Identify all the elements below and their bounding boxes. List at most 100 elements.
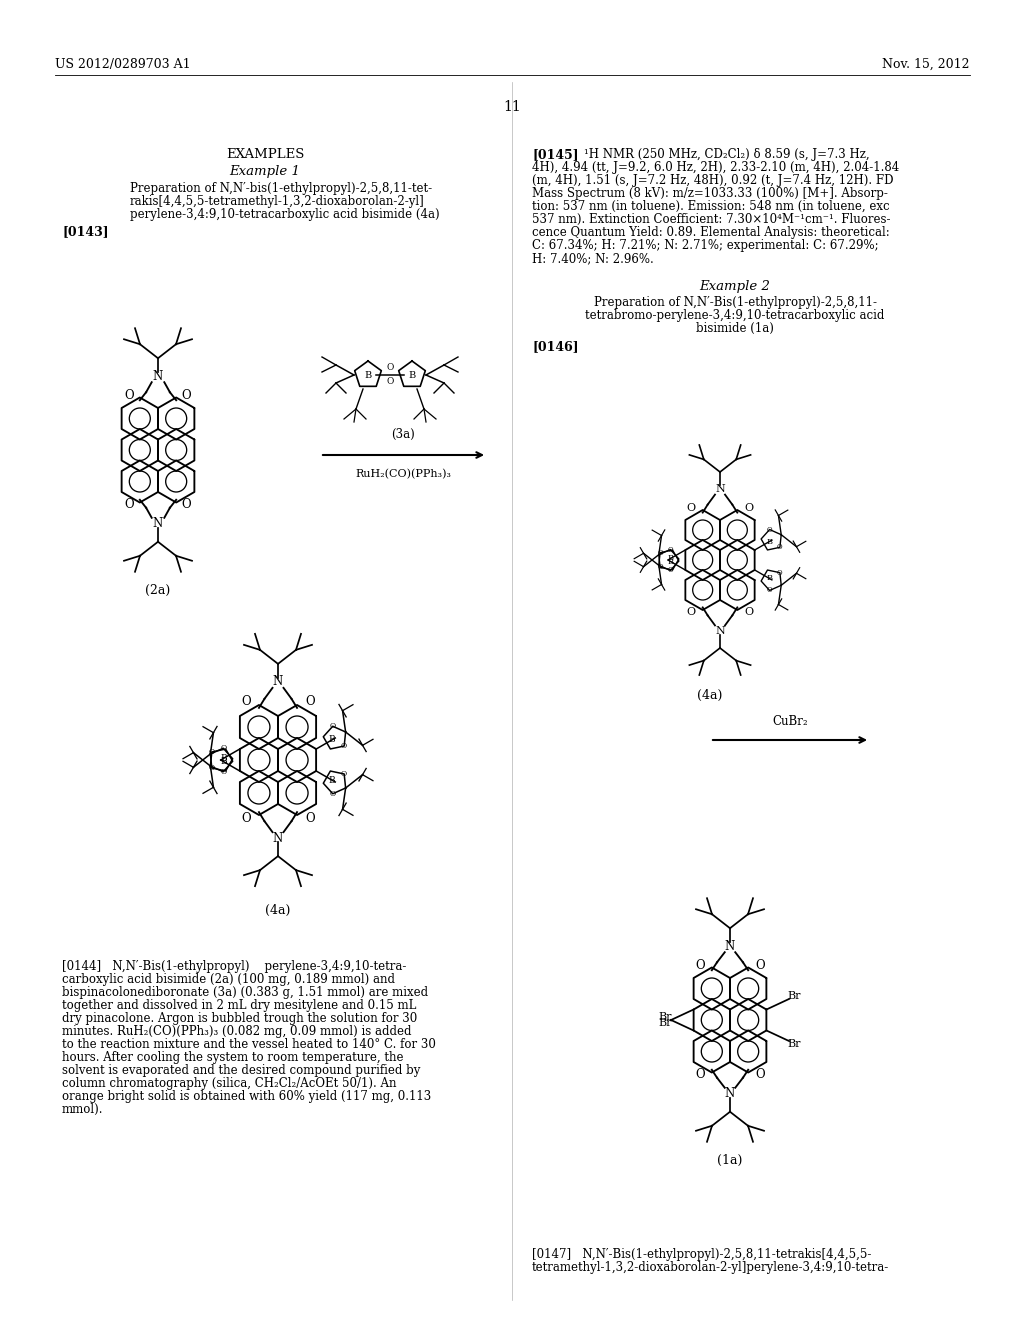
Text: 4H), 4.94 (tt, J=9.2, 6.0 Hz, 2H), 2.33-2.10 (m, 4H), 2.04-1.84: 4H), 4.94 (tt, J=9.2, 6.0 Hz, 2H), 2.33-… bbox=[532, 161, 899, 174]
Text: to the reaction mixture and the vessel heated to 140° C. for 30: to the reaction mixture and the vessel h… bbox=[62, 1038, 436, 1051]
Text: bispinacolonediboronate (3a) (0.383 g, 1.51 mmol) are mixed: bispinacolonediboronate (3a) (0.383 g, 1… bbox=[62, 986, 428, 999]
Text: N: N bbox=[725, 940, 735, 953]
Text: N: N bbox=[725, 1088, 735, 1101]
Text: B: B bbox=[409, 371, 416, 380]
Text: Preparation of N,N′-bis(1-ethylpropyl)-2,5,8,11-tet-: Preparation of N,N′-bis(1-ethylpropyl)-2… bbox=[130, 182, 432, 195]
Text: (3a): (3a) bbox=[391, 428, 415, 441]
Text: Nov. 15, 2012: Nov. 15, 2012 bbox=[883, 58, 970, 71]
Text: O: O bbox=[241, 812, 251, 825]
Text: [0145]: [0145] bbox=[532, 148, 579, 161]
Text: O: O bbox=[695, 1068, 706, 1081]
Text: H: 7.40%; N: 2.96%.: H: 7.40%; N: 2.96%. bbox=[532, 252, 653, 265]
Text: tetrabromo-perylene-3,4:9,10-tetracarboxylic acid: tetrabromo-perylene-3,4:9,10-tetracarbox… bbox=[586, 309, 885, 322]
Text: (m, 4H), 1.51 (s, J=7.2 Hz, 48H), 0.92 (t, J=7.4 Hz, 12H). FD: (m, 4H), 1.51 (s, J=7.2 Hz, 48H), 0.92 (… bbox=[532, 174, 894, 187]
Text: O: O bbox=[777, 544, 782, 552]
Text: O: O bbox=[305, 812, 315, 825]
Text: C: 67.34%; H: 7.21%; N: 2.71%; experimental: C: 67.29%;: C: 67.34%; H: 7.21%; N: 2.71%; experimen… bbox=[532, 239, 879, 252]
Text: together and dissolved in 2 mL dry mesitylene and 0.15 mL: together and dissolved in 2 mL dry mesit… bbox=[62, 999, 417, 1012]
Text: dry pinacolone. Argon is bubbled trough the solution for 30: dry pinacolone. Argon is bubbled trough … bbox=[62, 1012, 417, 1026]
Text: Br: Br bbox=[658, 1012, 672, 1023]
Text: minutes. RuH₂(CO)(PPh₃)₃ (0.082 mg, 0.09 mmol) is added: minutes. RuH₂(CO)(PPh₃)₃ (0.082 mg, 0.09… bbox=[62, 1026, 412, 1038]
Text: O: O bbox=[182, 498, 191, 511]
Text: B: B bbox=[329, 735, 336, 744]
Text: CuBr₂: CuBr₂ bbox=[772, 715, 808, 729]
Text: N: N bbox=[715, 627, 725, 636]
Text: (4a): (4a) bbox=[265, 904, 291, 917]
Text: ¹H NMR (250 MHz, CD₂Cl₂) δ 8.59 (s, J=7.3 Hz,: ¹H NMR (250 MHz, CD₂Cl₂) δ 8.59 (s, J=7.… bbox=[584, 148, 869, 161]
Text: O: O bbox=[209, 764, 215, 772]
Text: US 2012/0289703 A1: US 2012/0289703 A1 bbox=[55, 58, 190, 71]
Text: B: B bbox=[766, 537, 772, 545]
Text: B: B bbox=[220, 754, 227, 763]
Text: B: B bbox=[668, 554, 674, 562]
Text: hours. After cooling the system to room temperature, the: hours. After cooling the system to room … bbox=[62, 1051, 403, 1064]
Text: mmol).: mmol). bbox=[62, 1104, 103, 1115]
Text: Br: Br bbox=[787, 1039, 802, 1048]
Text: [0146]: [0146] bbox=[532, 341, 579, 352]
Text: Example 2: Example 2 bbox=[699, 280, 770, 293]
Text: (1a): (1a) bbox=[718, 1154, 742, 1167]
Text: O: O bbox=[220, 744, 226, 752]
Text: perylene-3,4:9,10-tetracarboxylic acid bisimide (4a): perylene-3,4:9,10-tetracarboxylic acid b… bbox=[130, 209, 439, 220]
Text: O: O bbox=[695, 958, 706, 972]
Text: N: N bbox=[272, 832, 283, 845]
Text: (2a): (2a) bbox=[145, 583, 171, 597]
Text: O: O bbox=[125, 498, 134, 511]
Text: tion: 537 nm (in toluene). Emission: 548 nm (in toluene, exc: tion: 537 nm (in toluene). Emission: 548… bbox=[532, 201, 890, 213]
Text: O: O bbox=[755, 958, 765, 972]
Text: Br: Br bbox=[658, 1018, 672, 1027]
Text: 11: 11 bbox=[503, 100, 521, 114]
Text: rakis[4,4,5,5-tetramethyl-1,3,2-dioxaborolan-2-yl]: rakis[4,4,5,5-tetramethyl-1,3,2-dioxabor… bbox=[130, 195, 425, 209]
Text: EXAMPLES: EXAMPLES bbox=[226, 148, 304, 161]
Text: O: O bbox=[686, 503, 695, 512]
Text: [0147]   N,N′-Bis(1-ethylpropyl)-2,5,8,11-tetrakis[4,4,5,5-: [0147] N,N′-Bis(1-ethylpropyl)-2,5,8,11-… bbox=[532, 1247, 871, 1261]
Text: O: O bbox=[744, 503, 754, 512]
Text: cence Quantum Yield: 0.89. Elemental Analysis: theoretical:: cence Quantum Yield: 0.89. Elemental Ana… bbox=[532, 226, 890, 239]
Text: column chromatography (silica, CH₂Cl₂/AcOEt 50/1). An: column chromatography (silica, CH₂Cl₂/Ac… bbox=[62, 1077, 396, 1090]
Text: O: O bbox=[241, 696, 251, 709]
Text: Preparation of N,N′-Bis(1-ethylpropyl)-2,5,8,11-: Preparation of N,N′-Bis(1-ethylpropyl)-2… bbox=[594, 296, 877, 309]
Text: Example 1: Example 1 bbox=[229, 165, 300, 178]
Text: O: O bbox=[330, 789, 336, 797]
Text: O: O bbox=[341, 742, 347, 750]
Text: O: O bbox=[341, 770, 347, 777]
Text: orange bright solid is obtained with 60% yield (117 mg, 0.113: orange bright solid is obtained with 60%… bbox=[62, 1090, 431, 1104]
Text: (4a): (4a) bbox=[697, 689, 723, 702]
Text: O: O bbox=[182, 388, 191, 401]
Text: solvent is evaporated and the desired compound purified by: solvent is evaporated and the desired co… bbox=[62, 1064, 421, 1077]
Text: O: O bbox=[220, 768, 226, 776]
Text: O: O bbox=[125, 388, 134, 401]
Text: O: O bbox=[744, 607, 754, 618]
Text: [0144]   N,N′-Bis(1-ethylpropyl)    perylene-3,4:9,10-tetra-: [0144] N,N′-Bis(1-ethylpropyl) perylene-… bbox=[62, 960, 407, 973]
Text: 537 nm). Extinction Coefficient: 7.30×10⁴M⁻¹cm⁻¹. Fluores-: 537 nm). Extinction Coefficient: 7.30×10… bbox=[532, 213, 891, 226]
Text: RuH₂(CO)(PPh₃)₃: RuH₂(CO)(PPh₃)₃ bbox=[355, 469, 451, 479]
Text: B: B bbox=[365, 371, 372, 380]
Text: N: N bbox=[153, 517, 163, 531]
Text: O: O bbox=[657, 549, 663, 557]
Text: carboxylic acid bisimide (2a) (100 mg, 0.189 mmol) and: carboxylic acid bisimide (2a) (100 mg, 0… bbox=[62, 973, 395, 986]
Text: O: O bbox=[668, 566, 673, 574]
Text: O: O bbox=[755, 1068, 765, 1081]
Text: N: N bbox=[153, 370, 163, 383]
Text: O: O bbox=[209, 748, 215, 756]
Text: O: O bbox=[686, 607, 695, 618]
Text: O: O bbox=[767, 525, 772, 533]
Text: O: O bbox=[386, 378, 393, 387]
Text: B: B bbox=[220, 758, 227, 767]
Text: Br: Br bbox=[787, 991, 802, 1002]
Text: O: O bbox=[305, 696, 315, 709]
Text: B: B bbox=[329, 776, 336, 784]
Text: N: N bbox=[715, 483, 725, 494]
Text: N: N bbox=[272, 676, 283, 688]
Text: [0143]: [0143] bbox=[62, 224, 109, 238]
Text: tetramethyl-1,3,2-dioxaborolan-2-yl]perylene-3,4:9,10-tetra-: tetramethyl-1,3,2-dioxaborolan-2-yl]pery… bbox=[532, 1261, 889, 1274]
Text: B: B bbox=[668, 558, 674, 566]
Text: bisimide (1a): bisimide (1a) bbox=[696, 322, 774, 335]
Text: O: O bbox=[657, 564, 663, 572]
Text: Mass Spectrum (8 kV): m/z=1033.33 (100%) [M+]. Absorp-: Mass Spectrum (8 kV): m/z=1033.33 (100%)… bbox=[532, 187, 888, 201]
Text: O: O bbox=[777, 569, 782, 577]
Text: O: O bbox=[386, 363, 393, 372]
Text: O: O bbox=[668, 545, 673, 553]
Text: O: O bbox=[330, 722, 336, 730]
Text: O: O bbox=[767, 586, 772, 594]
